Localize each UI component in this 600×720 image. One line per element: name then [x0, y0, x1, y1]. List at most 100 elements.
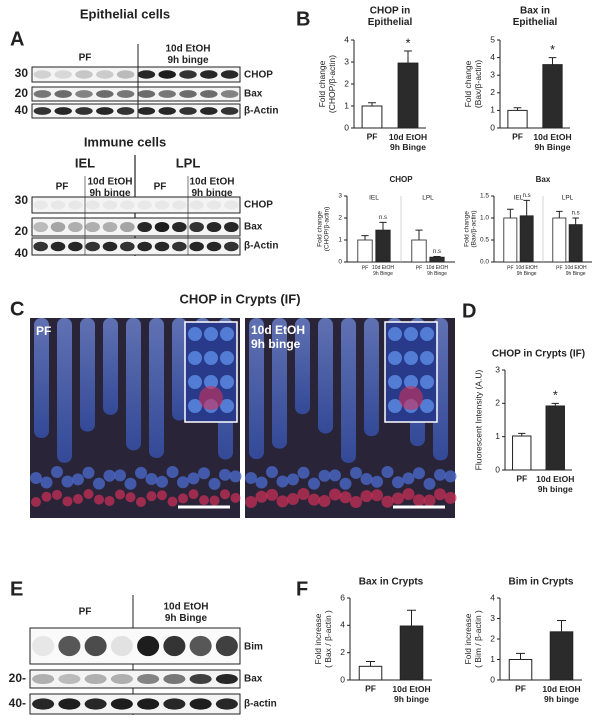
inset-cell [388, 327, 402, 341]
error-bar [365, 661, 376, 667]
crypt [124, 477, 137, 490]
blot-band [179, 107, 197, 115]
chart-title: CHOP in Epithelial [368, 5, 413, 28]
crypt [40, 476, 53, 489]
blot-band [158, 70, 176, 79]
crypt [51, 466, 63, 479]
blot-band [158, 90, 176, 98]
mw-marker: 20 [15, 86, 29, 100]
series-label: PF [556, 265, 562, 271]
blot-band [215, 635, 238, 657]
y-tick-label: 2 [495, 398, 500, 408]
crypt-stain [209, 495, 220, 506]
error-bar [406, 609, 417, 627]
blot-band [189, 200, 204, 210]
crypt-stain [444, 491, 457, 504]
mw-marker: 40- [9, 696, 26, 710]
x-tick-label: PF [516, 473, 527, 483]
crypt [208, 477, 221, 490]
inset-cell [220, 375, 234, 389]
blot-band [75, 90, 93, 98]
blot-band [75, 70, 93, 79]
crypt [245, 472, 257, 484]
crypt [177, 476, 189, 489]
inset-cell [204, 327, 218, 341]
blot-band [33, 241, 48, 252]
y-tick-label: 1 [490, 105, 495, 115]
blot-band [137, 90, 156, 98]
blot-band [102, 241, 118, 252]
crypt-stain [287, 493, 299, 506]
crypt [255, 476, 268, 489]
blot-title: Immune cells [84, 134, 166, 149]
villus [103, 318, 118, 415]
crypt [339, 477, 352, 490]
blot-band [215, 698, 238, 710]
blot-band [50, 200, 66, 210]
mw-marker: 30 [15, 193, 29, 207]
inset-cell [204, 351, 218, 365]
blot-band [137, 635, 160, 657]
group-label: 10d EtOH 9h binge [165, 43, 210, 66]
crypt-stain [83, 489, 94, 500]
y-axis-label: Fold increase( Bax / β-actin ) [313, 610, 333, 668]
panel-label: B [296, 8, 310, 30]
blot-band [50, 221, 66, 233]
crypt-stain [199, 495, 209, 506]
y-tick-label: 0 [340, 674, 345, 684]
error-bar [361, 235, 369, 240]
blot-band [110, 673, 133, 685]
group-label: PF [79, 607, 92, 618]
x-tick-label: 10d EtOH 9h binge [392, 684, 430, 704]
bar [503, 217, 518, 263]
inset-cell [188, 399, 202, 413]
y-tick-label: 0.5 [480, 237, 489, 244]
crypt-stain [392, 492, 404, 505]
crypt [187, 472, 200, 485]
crypt [30, 472, 42, 484]
y-tick-label: 6 [340, 592, 345, 602]
blot-band [116, 90, 135, 98]
y-tick-label: 5 [490, 34, 495, 44]
blot-band [68, 221, 83, 233]
blot-band [137, 241, 152, 252]
blot-band [68, 241, 83, 252]
crypt-stain [371, 489, 383, 502]
villus [34, 318, 49, 438]
y-axis-label: Fold change(Bax/β-actin) [463, 211, 477, 248]
y-axis-label: Fold change(Bax/β-actin) [463, 60, 483, 109]
blot-band [220, 107, 239, 115]
y-tick-label: 2 [340, 647, 345, 657]
y-tick-label: 0 [495, 464, 500, 474]
blot-band [58, 698, 81, 710]
protein-label: Bax [244, 89, 263, 100]
y-tick-label: 1 [344, 100, 349, 110]
crypt-stain [188, 489, 199, 500]
blot-band [85, 241, 100, 252]
blot-band [50, 241, 66, 252]
error-bar [415, 229, 423, 240]
significance: n.s [523, 193, 531, 199]
blot-band [54, 90, 72, 98]
bar [357, 239, 373, 263]
y-tick-label: 2 [490, 87, 495, 97]
blot-band [120, 200, 135, 210]
crypt-stain [255, 490, 268, 503]
crypt [423, 477, 436, 490]
crypt [156, 475, 168, 488]
inset-cell [420, 375, 434, 389]
crypt-stain [52, 489, 62, 500]
bar [512, 435, 532, 471]
crypt [166, 466, 179, 479]
crypt [82, 466, 95, 479]
blot-band [33, 90, 52, 98]
group-label: PF [79, 53, 92, 64]
crypt-stain [297, 488, 310, 501]
y-tick-label: 3 [490, 69, 495, 79]
x-tick-label: 10d EtOH 9h binge [542, 684, 580, 704]
blot-band [84, 635, 107, 657]
blot-band [172, 221, 187, 233]
crypt [360, 472, 373, 485]
chart-title: Bim in Crypts [508, 577, 573, 588]
blot-band [32, 698, 55, 710]
